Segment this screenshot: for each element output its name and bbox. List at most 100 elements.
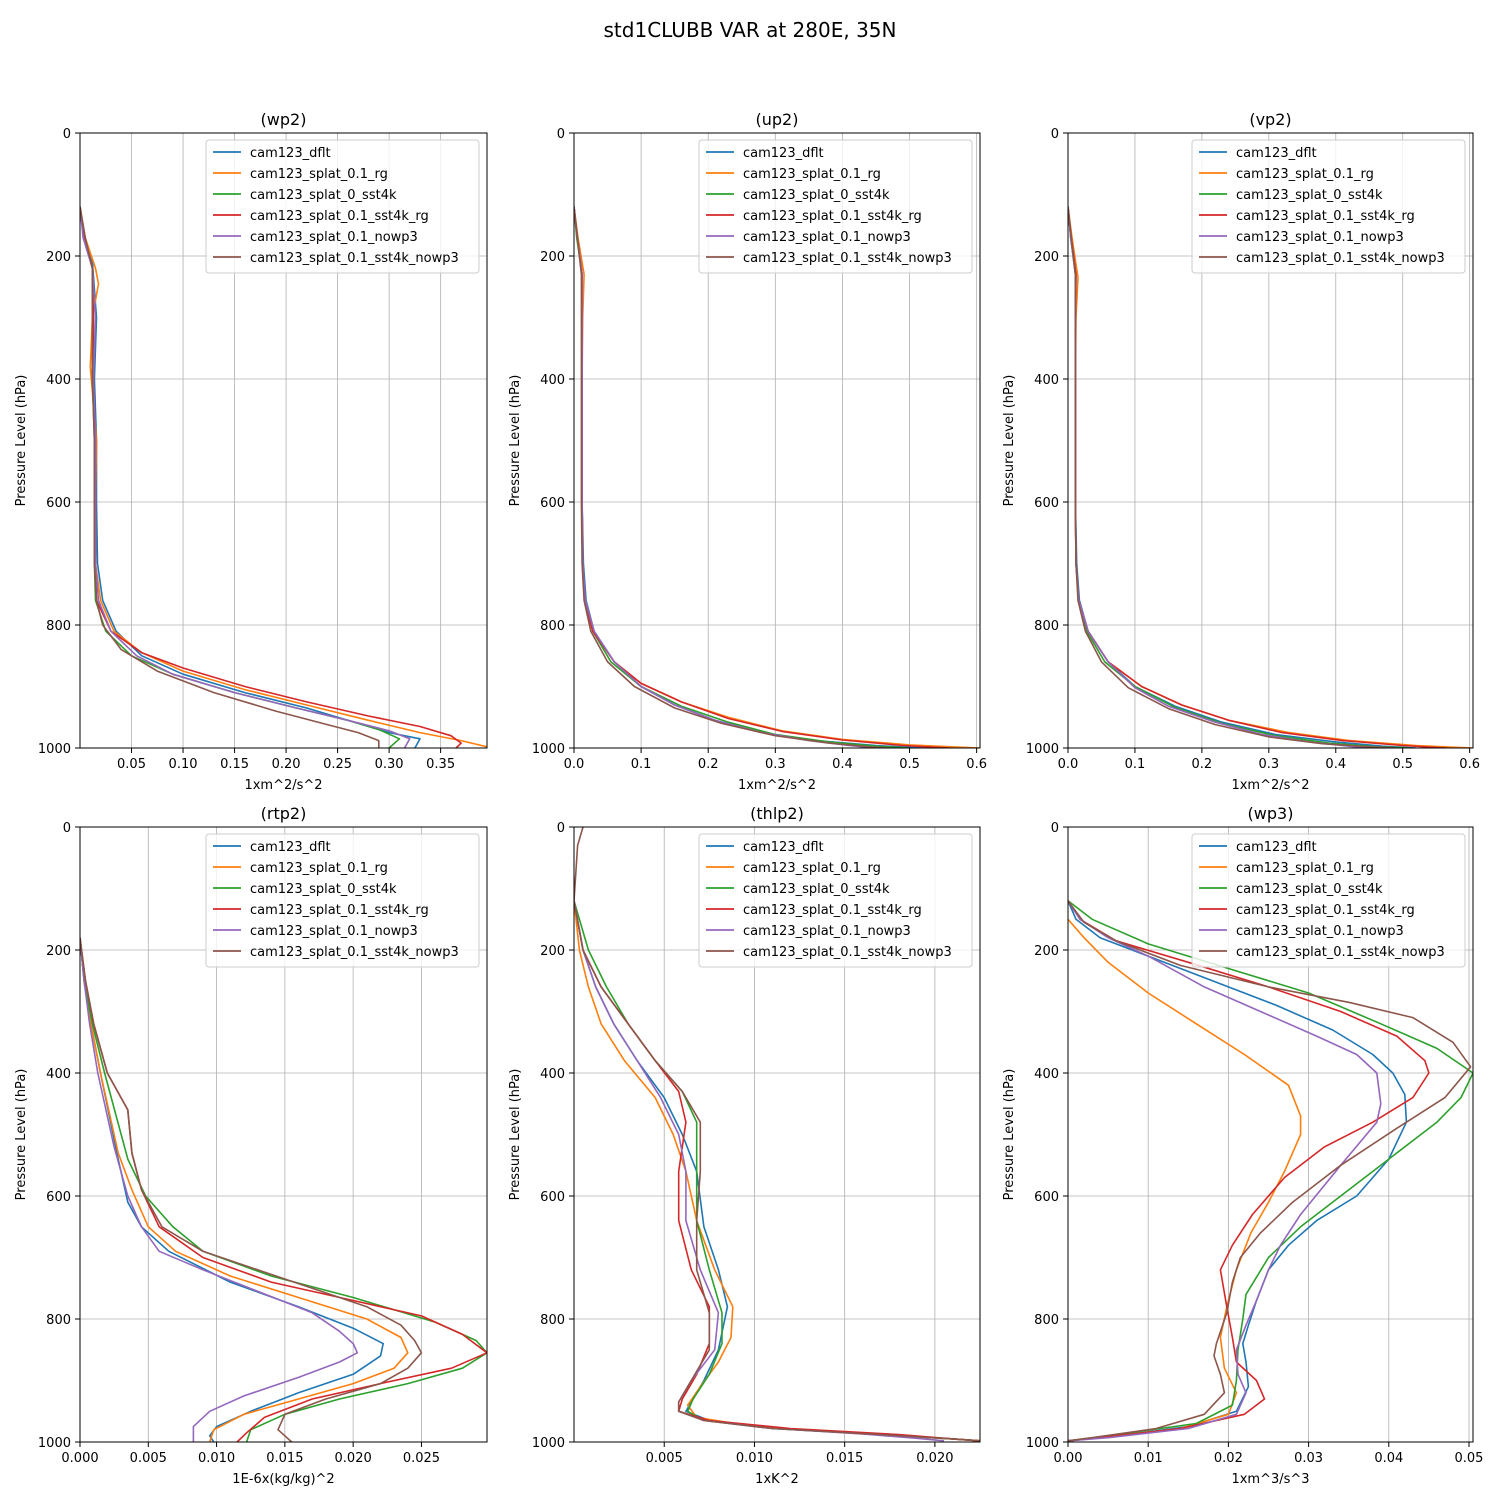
legend-label: cam123_dflt	[743, 146, 824, 161]
legend-label: cam123_splat_0.1_sst4k_rg	[743, 209, 922, 224]
legend: cam123_dflt cam123_splat_0.1_rg cam123_spl…	[205, 833, 480, 968]
x-tick-label: 0.15	[220, 757, 249, 772]
y-tick-label: 200	[540, 944, 565, 959]
x-tick-label: 0.10	[169, 757, 198, 772]
y-axis-label: Pressure Level (hPa)	[14, 1069, 29, 1201]
x-tick-label: 0.010	[198, 1451, 235, 1466]
legend: cam123_dflt cam123_splat_0.1_rg cam123_spl…	[1191, 833, 1466, 968]
y-tick-label: 600	[46, 496, 71, 511]
series-line-cam123_dflt	[80, 206, 421, 748]
series-line-cam123_splat_0.1_rg	[1068, 918, 1302, 1442]
x-tick-label: 0.3	[765, 757, 786, 772]
legend-box	[1191, 139, 1466, 274]
legend-label: cam123_splat_0.1_sst4k_rg	[743, 903, 922, 918]
x-tick-label: 0.2	[698, 757, 719, 772]
x-tick-label: 0.5	[899, 757, 920, 772]
series-line-cam123_splat_0_sst4k	[574, 206, 910, 748]
legend-label: cam123_splat_0_sst4k	[250, 882, 397, 897]
legend-box	[205, 139, 480, 274]
legend-label: cam123_splat_0.1_rg	[1236, 167, 1374, 182]
y-tick-label: 1000	[1026, 742, 1059, 757]
legend-label: cam123_splat_0.1_rg	[250, 167, 388, 182]
x-axis-label: 1xm^2/s^2	[244, 778, 322, 793]
x-tick-label: 0.05	[1455, 1451, 1484, 1466]
series-line-cam123_splat_0.1_sst4k_rg	[1068, 206, 1447, 748]
y-tick-label: 0	[63, 127, 71, 142]
y-tick-label: 600	[540, 496, 565, 511]
x-tick-label: 0.020	[916, 1451, 953, 1466]
panel-title: (up2)	[756, 110, 799, 129]
axes-frame	[573, 132, 981, 749]
legend-label: cam123_splat_0.1_sst4k_nowp3	[743, 945, 952, 960]
legend-label: cam123_splat_0.1_rg	[1236, 861, 1374, 876]
series-line-cam123_splat_0.1_nowp3	[1068, 900, 1382, 1442]
legend-label: cam123_splat_0_sst4k	[1236, 188, 1383, 203]
legend-label: cam123_dflt	[250, 146, 331, 161]
y-tick-label: 0	[63, 821, 71, 836]
legend-label: cam123_splat_0.1_sst4k_rg	[250, 903, 429, 918]
x-tick-label: 0.015	[826, 1451, 863, 1466]
x-axis-label: 1E-6x(kg/kg)^2	[232, 1472, 334, 1487]
x-tick-label: 0.0	[564, 757, 585, 772]
legend-label: cam123_dflt	[250, 840, 331, 855]
panel-4: 0.000 0.005 0.010 0.015 0.020 0.025 0 200 400 600…	[14, 804, 488, 1487]
panel-1: 0.05 0.10 0.15 0.20 0.25 0.30 0.35 0 200 400 600 80…	[14, 110, 488, 793]
legend-label: cam123_splat_0.1_sst4k_nowp3	[743, 251, 952, 266]
x-tick-label: 0.005	[130, 1451, 167, 1466]
x-tick-label: 0.30	[375, 757, 404, 772]
x-tick-label: 0.010	[736, 1451, 773, 1466]
axes-frame	[573, 826, 981, 1443]
legend-label: cam123_splat_0_sst4k	[743, 882, 890, 897]
y-axis-label: Pressure Level (hPa)	[14, 375, 29, 507]
series-line-cam123_splat_0.1_rg	[574, 206, 980, 748]
y-tick-label: 400	[540, 373, 565, 388]
y-tick-label: 600	[540, 1190, 565, 1205]
legend-label: cam123_splat_0.1_nowp3	[1236, 924, 1404, 939]
x-tick-label: 0.3	[1258, 757, 1279, 772]
y-tick-label: 400	[46, 1067, 71, 1082]
panel-title: (thlp2)	[750, 804, 804, 823]
y-tick-label: 400	[1034, 1067, 1059, 1082]
x-tick-label: 0.02	[1214, 1451, 1243, 1466]
legend-label: cam123_splat_0.1_sst4k_nowp3	[1236, 251, 1445, 266]
x-axis-label: 1xm^3/s^3	[1231, 1472, 1309, 1487]
legend-label: cam123_splat_0.1_nowp3	[743, 924, 911, 939]
legend-box	[698, 833, 973, 968]
series-line-cam123_dflt	[574, 206, 924, 748]
axes-frame	[1067, 132, 1474, 749]
series-line-cam123_splat_0.1_sst4k_nowp3	[574, 206, 890, 748]
series-line-cam123_splat_0.1_sst4k_rg	[80, 206, 462, 748]
x-tick-label: 0.1	[631, 757, 652, 772]
y-axis-label: Pressure Level (hPa)	[1002, 375, 1017, 507]
y-tick-label: 1000	[38, 742, 71, 757]
series-line-cam123_splat_0.1_sst4k_nowp3	[574, 827, 980, 1442]
x-tick-label: 0.04	[1374, 1451, 1403, 1466]
series-lines	[1068, 900, 1473, 1442]
x-tick-label: 0.000	[61, 1451, 98, 1466]
y-tick-label: 400	[1034, 373, 1059, 388]
y-tick-label: 200	[1034, 944, 1059, 959]
panel-title: (wp2)	[261, 110, 307, 129]
x-tick-label: 0.025	[403, 1451, 440, 1466]
series-lines	[574, 827, 980, 1442]
series-line-cam123_splat_0.1_nowp3	[574, 900, 944, 1442]
legend: cam123_dflt cam123_splat_0.1_rg cam123_spl…	[698, 833, 973, 968]
x-tick-label: 0.4	[832, 757, 853, 772]
x-tick-label: 0.35	[426, 757, 455, 772]
legend-label: cam123_splat_0.1_sst4k_nowp3	[250, 945, 459, 960]
panel-title: (wp3)	[1248, 804, 1294, 823]
x-tick-label: 0.5	[1392, 757, 1413, 772]
x-tick-label: 0.6	[966, 757, 987, 772]
y-tick-label: 0	[557, 821, 565, 836]
axes-frame	[79, 826, 488, 1443]
y-tick-label: 200	[540, 250, 565, 265]
x-tick-label: 0.6	[1459, 757, 1480, 772]
series-line-cam123_splat_0.1_nowp3	[80, 206, 411, 748]
y-axis-label: Pressure Level (hPa)	[1002, 1069, 1017, 1201]
series-line-cam123_dflt	[1068, 900, 1408, 1442]
y-tick-label: 200	[46, 944, 71, 959]
series-line-cam123_splat_0.1_sst4k_rg	[574, 206, 950, 748]
legend-box	[1191, 833, 1466, 968]
legend-box	[205, 833, 480, 968]
x-axis-label: 1xm^2/s^2	[738, 778, 816, 793]
